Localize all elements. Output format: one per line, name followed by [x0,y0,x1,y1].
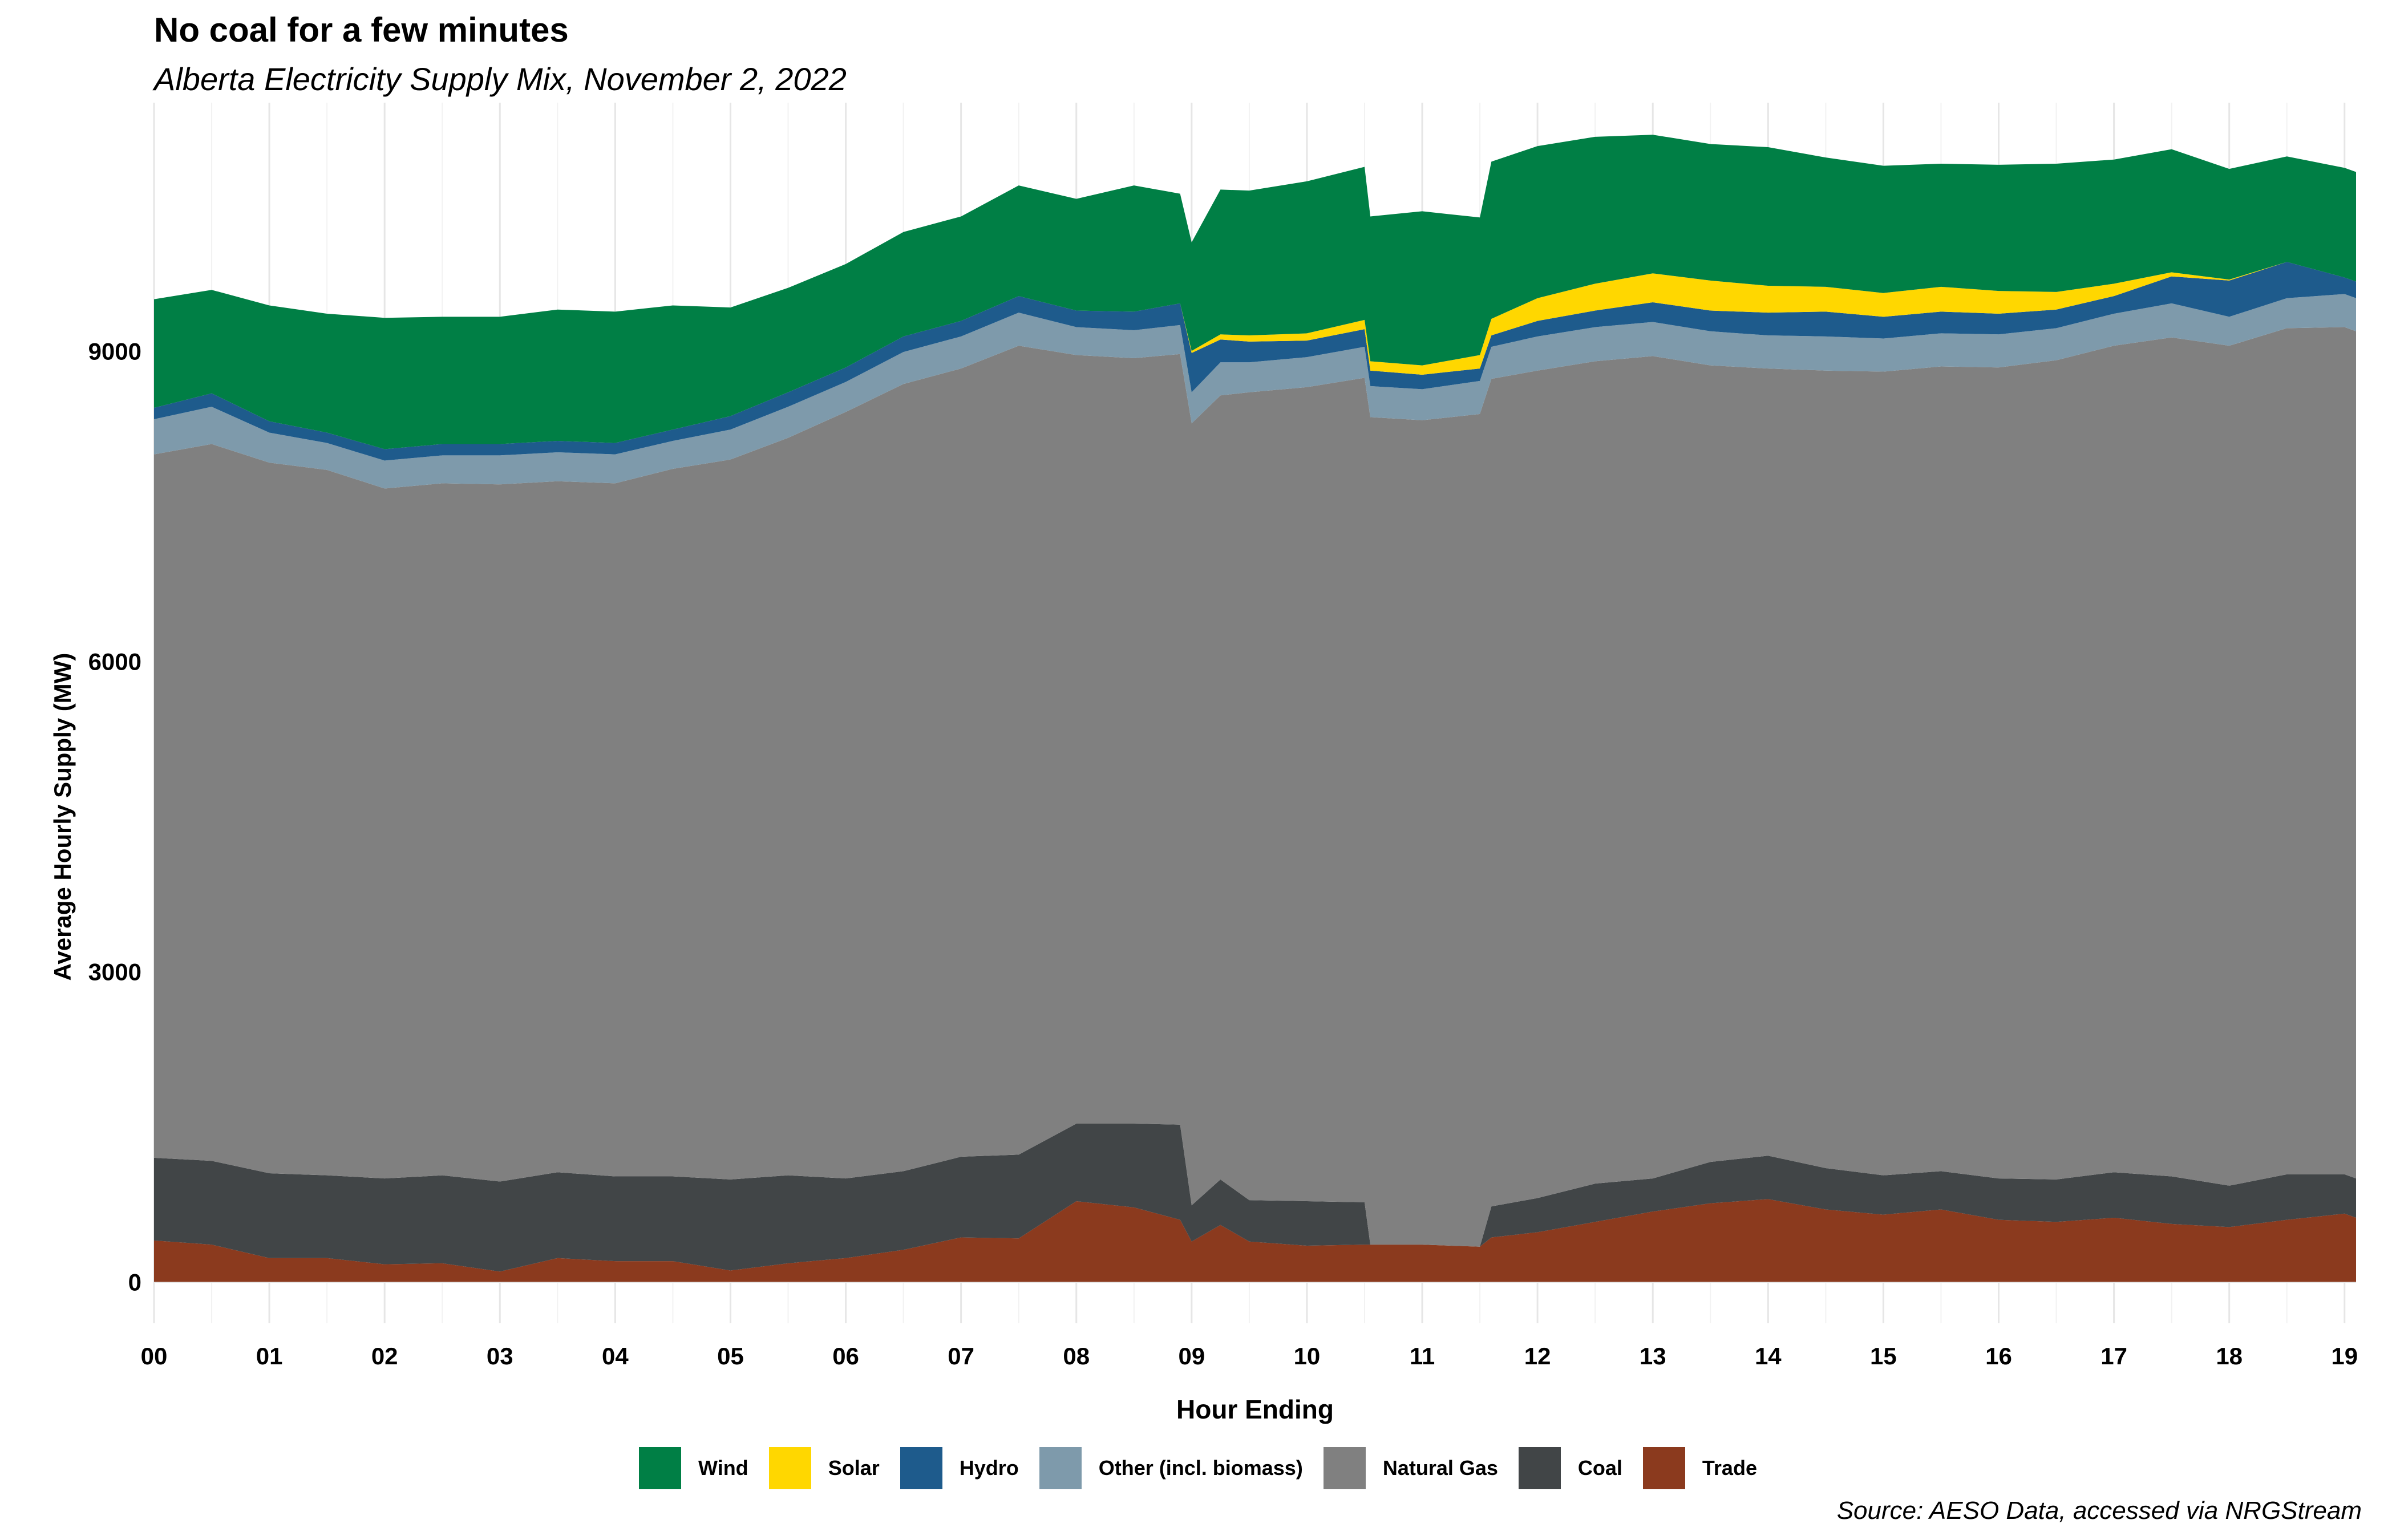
legend-item: Solar [768,1447,880,1489]
x-tick-label: 07 [948,1343,974,1369]
legend-swatch [1518,1447,1561,1489]
x-tick-label: 00 [141,1343,168,1369]
x-tick-label: 18 [2216,1343,2243,1369]
x-tick-label: 15 [1870,1343,1897,1369]
legend-item: Natural Gas [1323,1447,1498,1489]
x-axis-label: Hour Ending [1176,1395,1334,1424]
y-axis-label: Average Hourly Supply (MW) [49,653,76,981]
x-tick-label: 14 [1755,1343,1782,1369]
x-tick-label: 09 [1178,1343,1205,1369]
legend-label: Wind [698,1456,748,1480]
area-solar [154,262,2356,449]
area-natural-gas [154,327,2356,1247]
legend-item: Coal [1518,1447,1622,1489]
chart-subtitle: Alberta Electricity Supply Mix, November… [154,61,847,97]
legend-swatch [1039,1447,1082,1489]
x-tick-label: 11 [1410,1343,1435,1369]
x-tick-label: 03 [487,1343,513,1369]
area-trade [154,1199,2356,1282]
x-tick-label: 17 [2100,1343,2127,1369]
area-wind [154,135,2356,449]
area-coal [154,1123,2356,1272]
x-tick-label: 19 [2331,1343,2358,1369]
legend-label: Coal [1577,1456,1622,1480]
x-tick-label: 05 [717,1343,744,1369]
x-tick-label: 13 [1640,1343,1666,1369]
x-tick-label: 01 [256,1343,283,1369]
legend: Wind Solar Hydro Other (incl. biomass) Natur… [0,1446,2396,1490]
area-hydro [154,262,2356,461]
y-tick-label: 9000 [88,338,141,364]
x-tick-label: 02 [371,1343,398,1369]
legend-swatch [1642,1447,1685,1489]
legend-swatch [768,1447,811,1489]
chart-title: No coal for a few minutes [154,11,569,49]
x-tick-label: 12 [1524,1343,1551,1369]
legend-label: Other (incl. biomass) [1098,1456,1303,1480]
y-tick-label: 3000 [88,958,141,985]
legend-item: Wind [639,1447,748,1489]
x-tick-label: 04 [602,1343,629,1369]
y-tick-label: 6000 [88,648,141,675]
legend-item: Trade [1642,1447,1757,1489]
y-tick-label: 0 [128,1269,141,1295]
legend-swatch [900,1447,942,1489]
area-layers [154,135,2356,1282]
legend-item: Other (incl. biomass) [1039,1447,1303,1489]
legend-label: Hydro [959,1456,1019,1480]
y-axis-ticks: 0 3000 6000 9000 [88,338,141,1295]
legend-label: Natural Gas [1382,1456,1498,1480]
x-tick-label: 06 [832,1343,859,1369]
legend-label: Solar [828,1456,880,1480]
legend-item: Hydro [900,1447,1019,1489]
legend-swatch [639,1447,682,1489]
x-tick-label: 16 [1985,1343,2012,1369]
x-axis-ticks: 00 01 02 03 04 05 06 07 08 09 10 11 12 13 14 15 16 17 18 19 [141,1343,2358,1369]
x-tick-label: 10 [1294,1343,1321,1369]
source-note: Source: AESO Data, accessed via NRGStrea… [1836,1497,2362,1525]
legend-label: Trade [1702,1456,1757,1480]
legend-swatch [1323,1447,1366,1489]
area-other-incl-biomass [154,294,2356,489]
x-tick-label: 08 [1063,1343,1090,1369]
